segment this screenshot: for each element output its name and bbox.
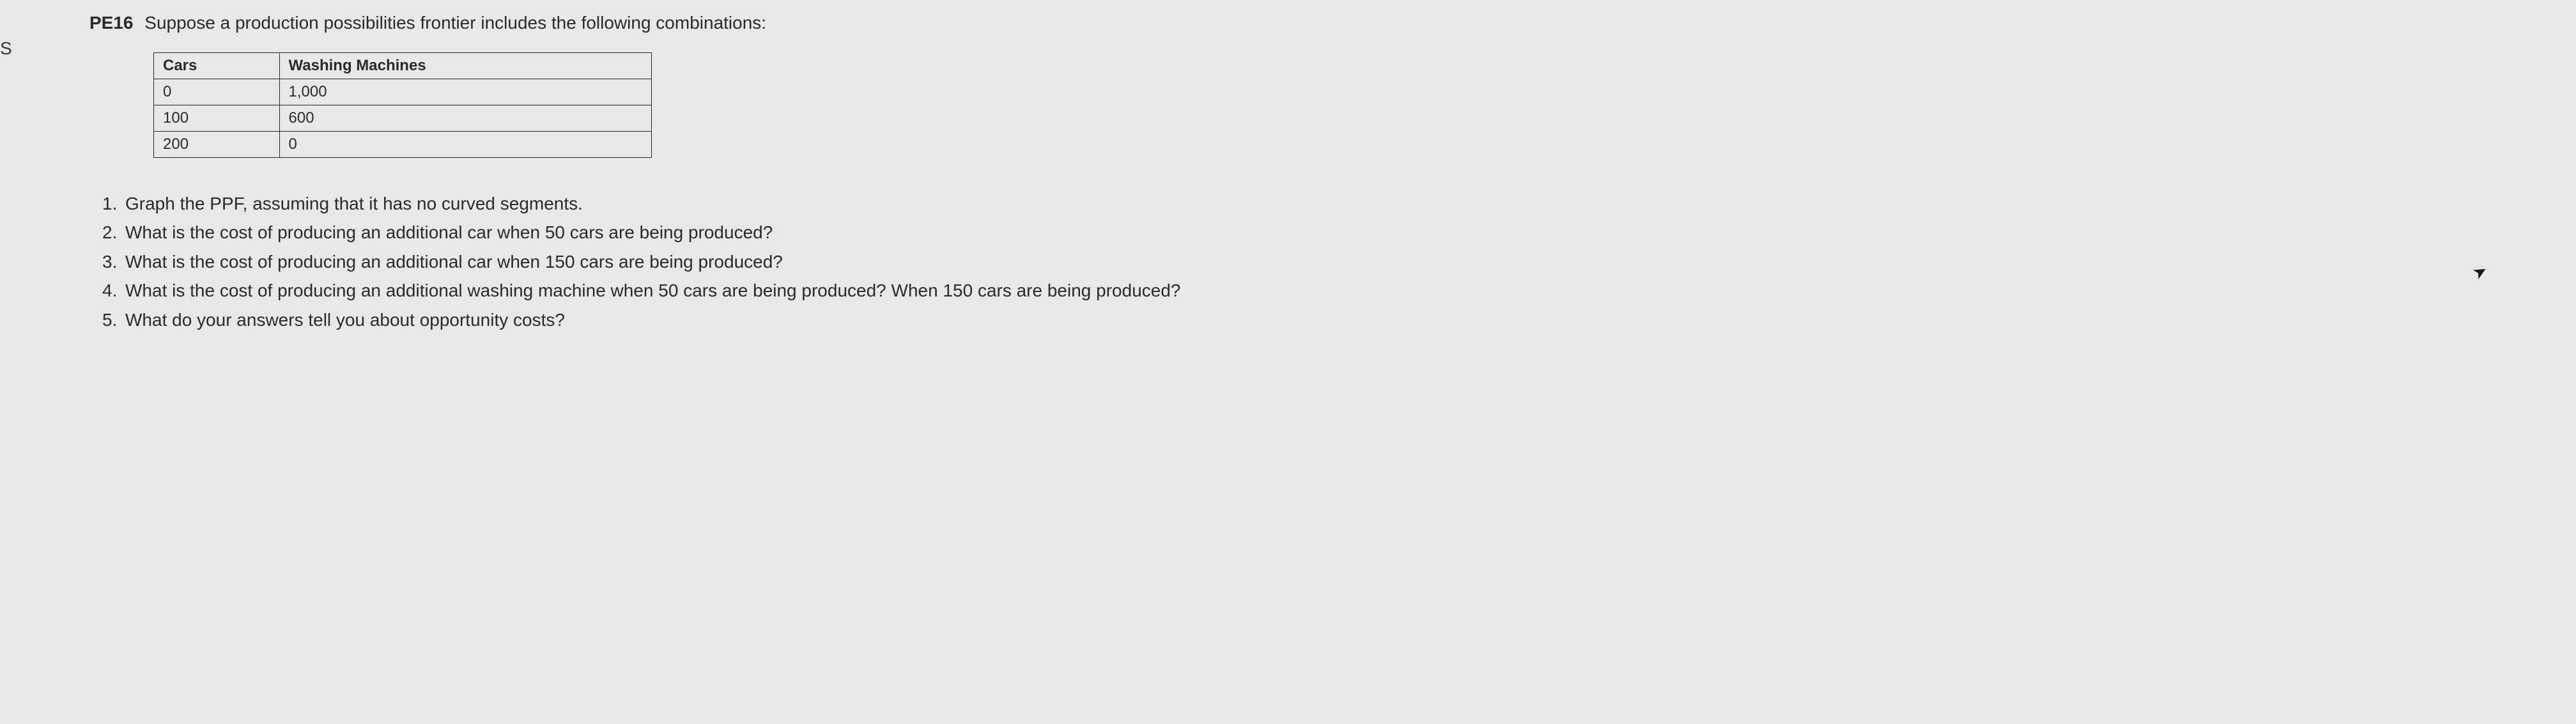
list-item: 1. Graph the PPF, assuming that it has n…: [102, 190, 2550, 217]
table-row: 100 600: [154, 105, 652, 132]
cell-cars: 0: [154, 79, 280, 105]
table-row: 200 0: [154, 132, 652, 158]
list-item: 5. What do your answers tell you about o…: [102, 306, 2550, 334]
list-item: 2. What is the cost of producing an addi…: [102, 219, 2550, 246]
list-item-text: What do your answers tell you about oppo…: [125, 306, 565, 334]
table-header-row: Cars Washing Machines: [154, 53, 652, 79]
list-item-number: 5.: [102, 306, 125, 334]
table-row: 0 1,000: [154, 79, 652, 105]
question-id: PE16: [89, 13, 134, 33]
question-prompt: Suppose a production possibilities front…: [144, 13, 766, 33]
cell-cars: 100: [154, 105, 280, 132]
list-item-text: What is the cost of producing an additio…: [125, 277, 1180, 304]
ppf-table-wrap: Cars Washing Machines 0 1,000 100 600 20…: [153, 52, 2550, 158]
ppf-table: Cars Washing Machines 0 1,000 100 600 20…: [153, 52, 652, 158]
list-item-text: Graph the PPF, assuming that it has no c…: [125, 190, 583, 217]
cell-washing: 0: [279, 132, 651, 158]
list-item-text: What is the cost of producing an additio…: [125, 248, 783, 275]
questions-list: 1. Graph the PPF, assuming that it has n…: [102, 190, 2550, 334]
list-item-number: 1.: [102, 190, 125, 217]
list-item-text: What is the cost of producing an additio…: [125, 219, 773, 246]
list-item: 3. What is the cost of producing an addi…: [102, 248, 2550, 275]
list-item: 4. What is the cost of producing an addi…: [102, 277, 2550, 304]
cell-washing: 600: [279, 105, 651, 132]
list-item-number: 4.: [102, 277, 125, 304]
left-margin-marker: S: [0, 38, 12, 59]
col-header-washing-machines: Washing Machines: [279, 53, 651, 79]
cell-cars: 200: [154, 132, 280, 158]
list-item-number: 2.: [102, 219, 125, 246]
list-item-number: 3.: [102, 248, 125, 275]
cell-washing: 1,000: [279, 79, 651, 105]
col-header-cars: Cars: [154, 53, 280, 79]
question-header: PE16 Suppose a production possibilities …: [89, 13, 2550, 33]
